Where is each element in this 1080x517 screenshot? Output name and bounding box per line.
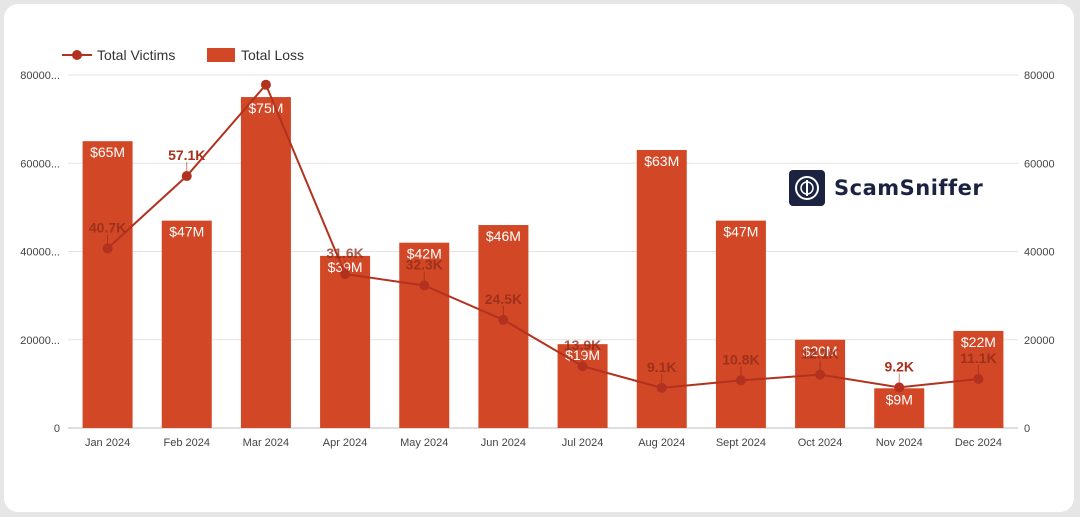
x-tick-label: Dec 2024 bbox=[955, 437, 1002, 449]
y-left-tick-label: 0 bbox=[54, 423, 60, 435]
line-point[interactable] bbox=[419, 280, 430, 291]
line-data-label: 10.8K bbox=[722, 351, 759, 367]
bar-data-label: $20M bbox=[803, 343, 838, 359]
y-right-tick-label: 0 bbox=[1024, 423, 1030, 435]
line-point[interactable] bbox=[735, 375, 746, 386]
line-point[interactable] bbox=[973, 374, 984, 385]
bar[interactable] bbox=[874, 388, 925, 428]
bar-data-label: $9M bbox=[886, 391, 913, 407]
y-right-tick-label: 60000 bbox=[1024, 158, 1055, 170]
line-series-total-victims bbox=[106, 82, 979, 389]
bar-data-label: $47M bbox=[169, 224, 204, 240]
line-point[interactable] bbox=[815, 369, 826, 380]
bar[interactable] bbox=[795, 339, 846, 428]
line-data-label: 57.1K bbox=[168, 147, 205, 163]
line-point[interactable] bbox=[340, 269, 351, 280]
bar[interactable] bbox=[240, 97, 291, 428]
legend: Total Victims Total Loss bbox=[62, 47, 304, 63]
bar-data-label: $22M bbox=[961, 334, 996, 350]
legend-bar-swatch bbox=[207, 48, 235, 62]
legend-label-total-victims: Total Victims bbox=[97, 47, 175, 63]
legend-label-total-loss: Total Loss bbox=[241, 47, 304, 63]
x-tick-label: Sept 2024 bbox=[716, 437, 766, 449]
y-right-tick-label: 20000 bbox=[1024, 335, 1055, 347]
combo-chart: 0 20000... 40000... 60000... 80000... 0 20000 4… bbox=[20, 47, 1055, 449]
bar-data-label: $42M bbox=[407, 246, 442, 262]
line-point[interactable] bbox=[260, 79, 271, 90]
bar[interactable] bbox=[161, 220, 212, 428]
bar[interactable] bbox=[82, 141, 133, 428]
line-point[interactable] bbox=[577, 361, 588, 372]
bar[interactable] bbox=[478, 225, 529, 428]
y-right-tick-label: 80000 bbox=[1024, 70, 1055, 82]
gridlines bbox=[68, 74, 1018, 429]
logo-ring bbox=[795, 176, 819, 200]
x-tick-label: Nov 2024 bbox=[876, 437, 923, 449]
line-data-label: 9.2K bbox=[884, 358, 914, 374]
scamsniffer-logo-text: ScamSniffer bbox=[834, 176, 983, 200]
line-data-label: 24.5K bbox=[485, 291, 522, 307]
y-right-tick-label: 40000 bbox=[1024, 247, 1055, 259]
line-point[interactable] bbox=[102, 243, 113, 254]
bar[interactable] bbox=[715, 220, 766, 428]
x-tick-label: May 2024 bbox=[400, 437, 448, 449]
line-point[interactable] bbox=[181, 171, 192, 182]
bar[interactable] bbox=[320, 255, 371, 428]
scamsniffer-watermark: ScamSniffer bbox=[789, 170, 983, 206]
line-data-label: 9.1K bbox=[647, 359, 677, 375]
line-data-label: 12.1K bbox=[801, 346, 838, 362]
bar-data-label: $63M bbox=[644, 153, 679, 169]
line-point[interactable] bbox=[894, 382, 905, 393]
x-tick-label: Jul 2024 bbox=[562, 437, 604, 449]
bar-data-label: $46M bbox=[486, 228, 521, 244]
bar-data-label: $47M bbox=[723, 224, 758, 240]
line-data-label: 32.3K bbox=[406, 256, 443, 272]
line-point[interactable] bbox=[656, 382, 667, 393]
line-data-label: 31.6K bbox=[326, 245, 363, 261]
bar-data-label: $65M bbox=[90, 144, 125, 160]
x-tick-label: Feb 2024 bbox=[164, 437, 210, 449]
line-data-label: 11.1K bbox=[960, 350, 997, 366]
line-data-label: 40.7K bbox=[89, 219, 126, 235]
x-tick-label: Apr 2024 bbox=[323, 437, 368, 449]
bar-series-total-loss bbox=[82, 97, 1004, 428]
legend-line-marker bbox=[72, 50, 82, 60]
y-left-tick-label: 80000... bbox=[20, 70, 60, 82]
line-data-label: 13.9K bbox=[564, 337, 601, 353]
x-tick-label: Oct 2024 bbox=[798, 437, 843, 449]
x-tick-label: Jan 2024 bbox=[85, 437, 130, 449]
x-tick-label: Jun 2024 bbox=[481, 437, 526, 449]
line-point[interactable] bbox=[498, 314, 509, 325]
y-left-tick-label: 60000... bbox=[20, 158, 60, 170]
x-tick-label: Mar 2024 bbox=[243, 437, 289, 449]
chart-card: 0 20000... 40000... 60000... 80000... 0 20000 4… bbox=[4, 4, 1074, 512]
x-tick-label: Aug 2024 bbox=[638, 437, 685, 449]
y-left-tick-label: 40000... bbox=[20, 247, 60, 259]
y-left-tick-label: 20000... bbox=[20, 335, 60, 347]
